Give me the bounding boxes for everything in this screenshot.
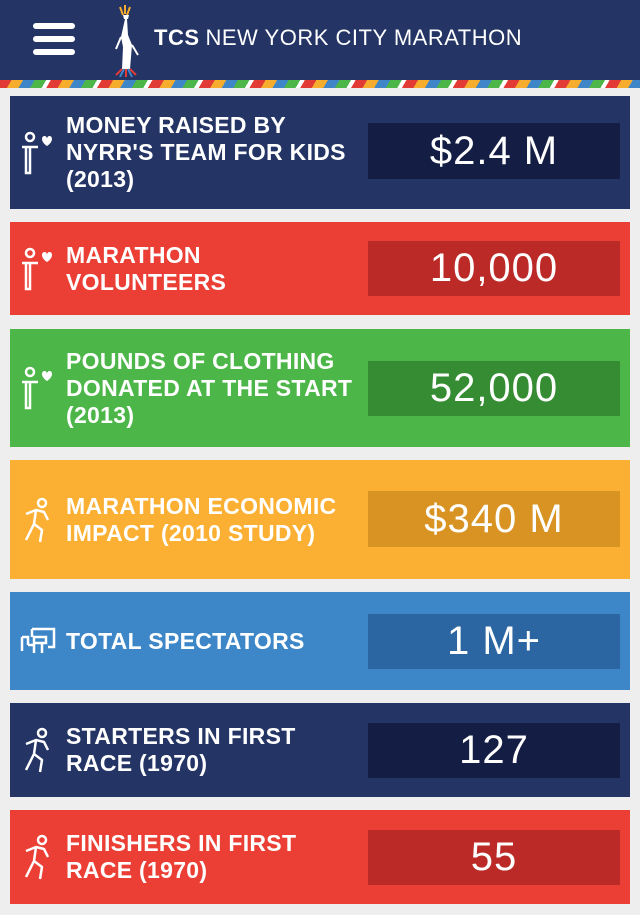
stat-label: MONEY RAISED BY NYRR'S TEAM FOR KIDS (20… bbox=[66, 112, 346, 192]
stat-label: POUNDS OF CLOTHING DONATED AT THE START … bbox=[66, 347, 353, 428]
header-stripe bbox=[0, 80, 640, 88]
stat-value: $2.4 M bbox=[368, 123, 620, 179]
stat-label: FINISHERS IN FIRST RACE (1970) bbox=[66, 830, 297, 883]
stat-value: 1 M+ bbox=[368, 614, 620, 669]
stat-card-volunteers: MARATHON VOLUNTEERS 10,000 bbox=[10, 222, 630, 315]
stat-card-economic-impact: MARATHON ECONOMIC IMPACT (2010 STUDY) $3… bbox=[10, 460, 630, 579]
runner-icon bbox=[10, 496, 66, 544]
stat-label: MARATHON ECONOMIC IMPACT (2010 STUDY) bbox=[66, 492, 337, 546]
brand-title-bold: TCS bbox=[154, 25, 200, 50]
statue-of-liberty-logo-icon bbox=[115, 5, 139, 77]
stat-card-total-spectators: TOTAL SPECTATORS 1 M+ bbox=[10, 592, 630, 690]
stat-value: 10,000 bbox=[368, 241, 620, 296]
stat-card-clothing-donated: POUNDS OF CLOTHING DONATED AT THE START … bbox=[10, 329, 630, 447]
hamburger-menu-icon[interactable] bbox=[33, 23, 75, 55]
stat-card-finishers-1970: FINISHERS IN FIRST RACE (1970) 55 bbox=[10, 810, 630, 904]
stat-label: MARATHON VOLUNTEERS bbox=[66, 241, 227, 295]
stat-value: $340 M bbox=[368, 491, 620, 547]
brand-title: TCS NEW YORK CITY MARATHON bbox=[154, 25, 522, 51]
volunteer-heart-icon bbox=[10, 245, 66, 293]
brand-title-rest: NEW YORK CITY MARATHON bbox=[205, 25, 523, 50]
volunteer-heart-icon bbox=[10, 129, 66, 177]
brand-logo[interactable]: TCS NEW YORK CITY MARATHON bbox=[112, 4, 522, 78]
stat-label: STARTERS IN FIRST RACE (1970) bbox=[66, 723, 296, 776]
volunteer-heart-icon bbox=[10, 364, 66, 412]
stat-card-team-for-kids: MONEY RAISED BY NYRR'S TEAM FOR KIDS (20… bbox=[10, 96, 630, 209]
app-header: TCS NEW YORK CITY MARATHON bbox=[0, 0, 640, 80]
runner-icon bbox=[10, 726, 66, 774]
stat-value: 55 bbox=[368, 830, 620, 885]
stat-label: TOTAL SPECTATORS bbox=[66, 627, 305, 654]
spectator-icon bbox=[10, 617, 66, 665]
stat-value: 127 bbox=[368, 723, 620, 778]
stat-value: 52,000 bbox=[368, 361, 620, 416]
runner-icon bbox=[10, 833, 66, 881]
stat-card-starters-1970: STARTERS IN FIRST RACE (1970) 127 bbox=[10, 703, 630, 797]
